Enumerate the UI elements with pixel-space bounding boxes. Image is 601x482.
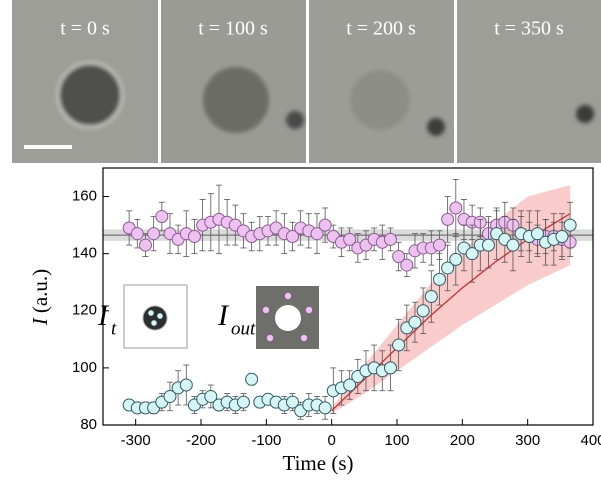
data-point bbox=[318, 218, 332, 232]
x-tick-label: 0 bbox=[327, 432, 335, 449]
y-tick-label: 120 bbox=[72, 302, 97, 319]
y-tick-label: 140 bbox=[72, 245, 97, 262]
x-tick-label: 300 bbox=[515, 432, 540, 449]
inset-spot bbox=[266, 334, 274, 342]
inset bbox=[256, 286, 319, 349]
inset-spot bbox=[150, 319, 158, 327]
data-point bbox=[343, 378, 357, 392]
data-point bbox=[530, 227, 544, 241]
data-point bbox=[563, 218, 577, 232]
inset-spot bbox=[300, 334, 308, 342]
inset-subscript: out bbox=[231, 318, 256, 339]
data-point bbox=[236, 395, 250, 409]
data-point bbox=[138, 238, 152, 252]
data-point bbox=[555, 230, 569, 244]
data-point bbox=[416, 304, 430, 318]
data-point bbox=[155, 210, 169, 224]
data-point bbox=[506, 238, 520, 252]
data-point bbox=[449, 201, 463, 215]
image-panel bbox=[457, 0, 601, 163]
data-point bbox=[383, 361, 397, 375]
data-point bbox=[441, 261, 455, 275]
y-tick-label: 160 bbox=[72, 188, 97, 205]
y-tick-label: 80 bbox=[80, 416, 97, 433]
data-point bbox=[441, 212, 455, 226]
data-point bbox=[481, 238, 495, 252]
data-point bbox=[408, 315, 422, 329]
inset-symbol: I bbox=[217, 299, 230, 332]
time-label: t = 100 s bbox=[198, 18, 268, 40]
data-point bbox=[285, 230, 299, 244]
time-label: t = 200 s bbox=[346, 18, 416, 40]
droplet bbox=[286, 111, 304, 129]
image-strip: t = 0 s t = 100 s t = 200 s t = 350 s bbox=[12, 0, 601, 163]
inset-spot bbox=[305, 306, 313, 314]
data-point bbox=[400, 258, 414, 272]
data-point bbox=[204, 389, 218, 403]
x-axis-label: Time (s) bbox=[283, 451, 354, 475]
x-tick-label: 200 bbox=[450, 432, 475, 449]
data-point bbox=[449, 252, 463, 266]
y-axis-unit: (a.u.) bbox=[28, 269, 52, 313]
data-point bbox=[179, 378, 193, 392]
data-point bbox=[163, 389, 177, 403]
time-label: t = 350 s bbox=[494, 18, 564, 40]
data-point bbox=[465, 247, 479, 261]
inset-droplet bbox=[142, 305, 168, 331]
data-point bbox=[245, 372, 259, 386]
y-axis-label: I (a.u.) bbox=[28, 269, 52, 326]
plot: -300 -200 -100 0 100 200 300 400 80 100 120 140 160 T… bbox=[28, 167, 601, 475]
x-tick-label: 100 bbox=[384, 432, 409, 449]
data-point bbox=[130, 227, 144, 241]
data-point bbox=[318, 401, 332, 415]
x-tick-label: 400 bbox=[580, 432, 601, 449]
data-point bbox=[392, 250, 406, 264]
x-tick-label: -200 bbox=[186, 432, 216, 449]
x-tick-label: -100 bbox=[251, 432, 281, 449]
inset-spot bbox=[284, 292, 292, 300]
data-point bbox=[424, 290, 438, 303]
droplet bbox=[576, 105, 594, 123]
y-tick-label: 100 bbox=[72, 359, 97, 376]
data-point bbox=[432, 238, 446, 252]
droplet bbox=[203, 67, 269, 133]
droplet bbox=[350, 70, 410, 130]
data-point bbox=[147, 227, 161, 241]
data-point bbox=[343, 232, 357, 246]
time-label: t = 0 s bbox=[60, 18, 110, 40]
inset bbox=[123, 284, 188, 349]
inset-spot bbox=[156, 312, 164, 320]
droplet bbox=[427, 118, 445, 136]
data-point bbox=[383, 232, 397, 246]
droplet bbox=[56, 61, 124, 129]
plot-frame bbox=[102, 167, 594, 426]
inset-spot bbox=[262, 306, 270, 314]
inset-spot bbox=[147, 309, 155, 317]
inset-symbol: I bbox=[97, 299, 110, 332]
data-point bbox=[432, 272, 446, 286]
data-point bbox=[392, 338, 406, 352]
data-point bbox=[187, 230, 201, 244]
inset-droplet bbox=[275, 305, 301, 331]
inset-subscript: t bbox=[111, 318, 117, 339]
x-tick-label: -300 bbox=[121, 432, 151, 449]
y-axis-symbol: I bbox=[28, 317, 52, 326]
data-point bbox=[310, 227, 324, 241]
data-point bbox=[285, 395, 299, 409]
